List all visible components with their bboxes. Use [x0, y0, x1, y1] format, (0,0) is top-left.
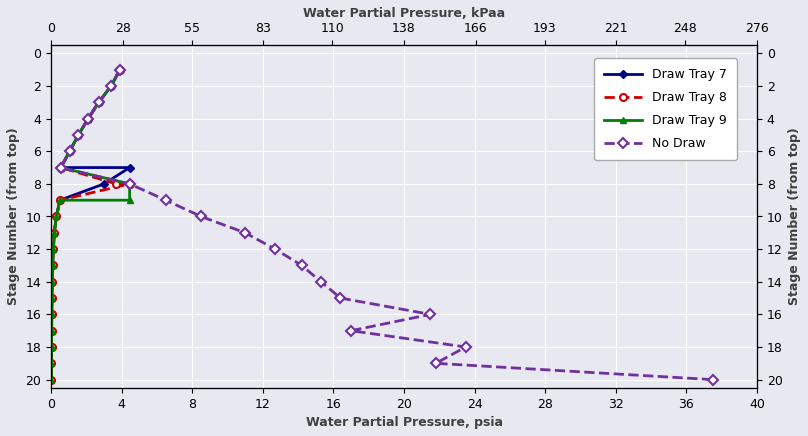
Draw Tray 9	[83, 116, 93, 121]
Draw Tray 7	[65, 149, 74, 154]
Draw Tray 7	[48, 279, 57, 284]
Draw Tray 8	[48, 246, 58, 252]
No Draw	[431, 361, 440, 366]
Draw Tray 8	[49, 230, 59, 235]
No Draw	[297, 263, 306, 268]
Draw Tray 8	[47, 377, 57, 382]
X-axis label: Water Partial Pressure, psia: Water Partial Pressure, psia	[305, 416, 503, 429]
Draw Tray 8	[52, 214, 61, 219]
Draw Tray 9	[47, 377, 57, 382]
Draw Tray 9	[49, 230, 59, 235]
Draw Tray 8	[48, 263, 57, 268]
Legend: Draw Tray 7, Draw Tray 8, Draw Tray 9, No Draw: Draw Tray 7, Draw Tray 8, Draw Tray 9, N…	[594, 58, 737, 160]
Draw Tray 9	[48, 279, 57, 284]
Draw Tray 7	[52, 214, 61, 219]
No Draw	[115, 67, 124, 72]
Draw Tray 9	[94, 100, 103, 105]
Draw Tray 7	[83, 116, 93, 121]
Draw Tray 7	[47, 344, 57, 350]
Draw Tray 9	[65, 149, 74, 154]
Line: Draw Tray 9: Draw Tray 9	[48, 66, 133, 383]
Draw Tray 8	[47, 328, 57, 333]
Draw Tray 7	[47, 328, 57, 333]
Draw Tray 9	[124, 198, 134, 203]
Draw Tray 8	[106, 83, 116, 89]
X-axis label: Water Partial Pressure, kPaa: Water Partial Pressure, kPaa	[303, 7, 505, 20]
Draw Tray 8	[47, 361, 57, 366]
Draw Tray 7	[115, 67, 124, 72]
Y-axis label: Stage Number (from top): Stage Number (from top)	[788, 128, 801, 305]
Draw Tray 8	[112, 181, 121, 187]
Draw Tray 9	[48, 246, 58, 252]
No Draw	[161, 198, 170, 203]
Draw Tray 9	[106, 83, 116, 89]
Line: No Draw: No Draw	[57, 66, 716, 383]
No Draw	[426, 312, 436, 317]
No Draw	[74, 132, 83, 137]
No Draw	[56, 165, 65, 170]
Draw Tray 8	[47, 312, 57, 317]
Draw Tray 8	[47, 296, 57, 301]
Draw Tray 8	[94, 100, 103, 105]
Draw Tray 8	[56, 165, 65, 170]
Draw Tray 7	[94, 100, 103, 105]
Draw Tray 7	[124, 165, 134, 170]
Draw Tray 8	[115, 67, 124, 72]
Draw Tray 7	[55, 198, 65, 203]
No Draw	[335, 296, 345, 301]
Draw Tray 7	[47, 361, 57, 366]
Draw Tray 9	[56, 165, 65, 170]
Draw Tray 8	[83, 116, 93, 121]
No Draw	[240, 230, 250, 235]
Draw Tray 9	[47, 296, 57, 301]
Draw Tray 7	[47, 296, 57, 301]
Draw Tray 8	[124, 181, 134, 187]
No Draw	[708, 377, 718, 382]
Draw Tray 8	[47, 344, 57, 350]
Draw Tray 9	[74, 132, 83, 137]
Line: Draw Tray 7: Draw Tray 7	[48, 67, 133, 383]
Draw Tray 9	[55, 198, 65, 203]
Y-axis label: Stage Number (from top): Stage Number (from top)	[7, 128, 20, 305]
No Draw	[316, 279, 326, 284]
Draw Tray 8	[55, 198, 65, 203]
Draw Tray 9	[115, 67, 124, 72]
Draw Tray 9	[47, 344, 57, 350]
No Draw	[94, 100, 103, 105]
No Draw	[346, 328, 356, 333]
Draw Tray 9	[47, 312, 57, 317]
Draw Tray 7	[48, 246, 58, 252]
No Draw	[271, 246, 280, 252]
No Draw	[65, 149, 74, 154]
Draw Tray 9	[52, 214, 61, 219]
Draw Tray 9	[47, 361, 57, 366]
Draw Tray 9	[124, 181, 134, 187]
Draw Tray 9	[48, 263, 57, 268]
No Draw	[106, 83, 116, 89]
Line: Draw Tray 8: Draw Tray 8	[48, 66, 133, 383]
Draw Tray 7	[47, 312, 57, 317]
Draw Tray 7	[47, 377, 57, 382]
Draw Tray 9	[47, 328, 57, 333]
Draw Tray 7	[49, 230, 59, 235]
Draw Tray 8	[48, 279, 57, 284]
Draw Tray 7	[56, 165, 65, 170]
Draw Tray 7	[99, 181, 109, 187]
No Draw	[83, 116, 93, 121]
Draw Tray 7	[106, 83, 116, 89]
Draw Tray 8	[65, 149, 74, 154]
Draw Tray 8	[74, 132, 83, 137]
No Draw	[196, 214, 206, 219]
No Draw	[461, 344, 470, 350]
No Draw	[124, 181, 134, 187]
Draw Tray 7	[74, 132, 83, 137]
Draw Tray 7	[48, 263, 57, 268]
